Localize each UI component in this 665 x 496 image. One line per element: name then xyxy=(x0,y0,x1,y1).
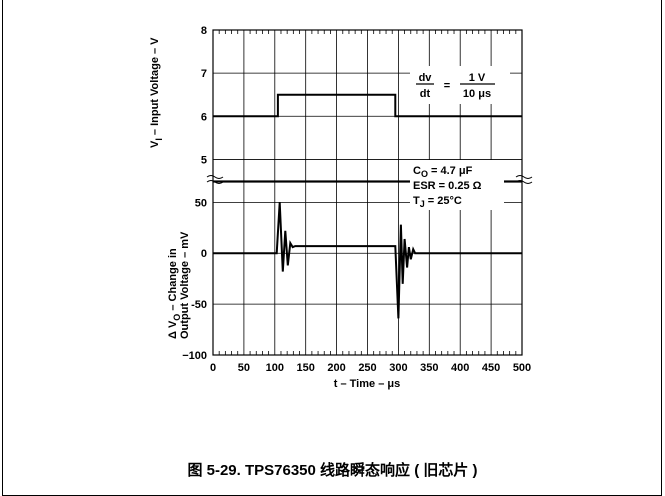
top-plot-border xyxy=(212,29,523,182)
equals-sign: = xyxy=(444,80,450,92)
figure-caption: 图 5-29. TPS76350 线路瞬态响应 ( 旧芯片 ) xyxy=(187,462,478,479)
x-tick-label: 50 xyxy=(238,362,250,374)
bottom-y-tick-label: 50 xyxy=(195,197,207,209)
left-axis-break xyxy=(206,175,224,179)
x-tick-label: 150 xyxy=(297,362,315,374)
denominator-label: 10 μs xyxy=(463,88,491,100)
bottom-y-axis-label-line2: Output Voltage – mV xyxy=(179,231,191,339)
top-y-tick-label: 8 xyxy=(201,25,207,37)
top-y-tick-label: 7 xyxy=(201,68,207,80)
bottom-y-axis-label-line1: Δ VO – Change in xyxy=(167,248,182,339)
input-voltage-series-line xyxy=(213,93,522,118)
x-tick-label: 200 xyxy=(327,362,345,374)
bottom-y-tick-label: 0 xyxy=(201,248,207,260)
x-tick-label: 450 xyxy=(482,362,500,374)
slew-rate-annotation: dv dt = 1 V 10 μs xyxy=(410,66,510,104)
right-axis-break xyxy=(515,175,533,179)
x-tick-label: 300 xyxy=(389,362,407,374)
x-tick-label: 350 xyxy=(420,362,438,374)
top-y-tick-label: 6 xyxy=(201,111,207,123)
bottom-y-tick-label: −100 xyxy=(182,350,207,362)
right-axis-break-2 xyxy=(515,180,533,184)
numerator-label: 1 V xyxy=(469,72,486,84)
x-tick-label: 500 xyxy=(513,362,531,374)
x-axis-label: t – Time – μs xyxy=(334,378,400,390)
temperature-label: TJ = 25°C xyxy=(413,195,462,209)
top-plot-grid xyxy=(213,30,522,181)
dt-label: dt xyxy=(420,88,431,100)
top-y-axis-label: VI – Input Voltage – V xyxy=(149,37,164,148)
left-axis-break-2 xyxy=(206,180,224,184)
x-tick-label: 100 xyxy=(266,362,284,374)
bottom-y-tick-label: -50 xyxy=(191,299,207,311)
output-change-series-line xyxy=(213,202,522,319)
x-tick-label: 0 xyxy=(210,362,216,374)
x-tick-label: 400 xyxy=(451,362,469,374)
x-tick-label: 250 xyxy=(358,362,376,374)
top-y-tick-labels: 5 6 7 8 xyxy=(201,25,207,166)
top-y-tick-label: 5 xyxy=(201,154,207,166)
capacitance-label: CO = 4.7 μF xyxy=(413,165,473,179)
dv-label: dv xyxy=(419,72,433,84)
bottom-plot-border xyxy=(212,181,523,356)
conditions-annotation: CO = 4.7 μF ESR = 0.25 Ω TJ = 25°C xyxy=(410,160,504,210)
esr-label: ESR = 0.25 Ω xyxy=(413,180,482,192)
